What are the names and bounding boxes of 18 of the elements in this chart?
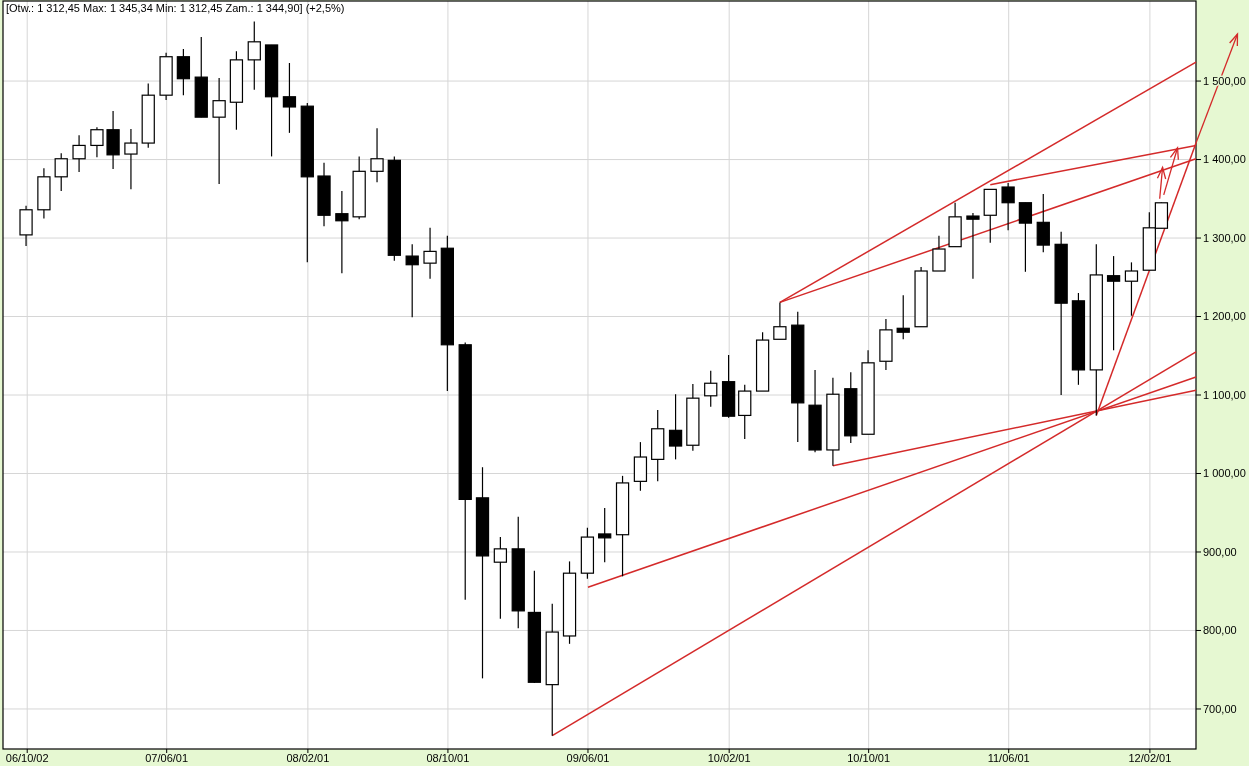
x-tick-label: 08/10/01 [426,752,470,764]
x-tick-label: 08/02/01 [286,752,330,764]
y-tick-label: 1 400,00 [1203,153,1246,166]
x-tick-label: 10/10/01 [847,752,891,764]
x-tick-label: 09/06/01 [566,752,610,764]
x-tick-label: 11/06/01 [987,752,1030,764]
y-tick-label: 700,00 [1203,702,1237,715]
y-tick-label: 1 300,00 [1203,231,1246,244]
x-tick-label: 07/06/01 [145,752,189,764]
x-tick-label: 10/02/01 [707,752,751,764]
chart-title: [Otw.: 1 312,45 Max: 1 345,34 Min: 1 312,45 Zam.: 1 344,90] (+2,5%) [6,2,345,14]
y-tick-label: 1 000,00 [1203,467,1246,480]
y-tick-label: 1 100,00 [1203,388,1246,401]
y-tick-label: 1 200,00 [1203,310,1246,323]
y-tick-label: 900,00 [1203,545,1237,558]
y-tick-label: 800,00 [1203,624,1237,637]
x-tick-label: 06/10/02 [5,752,49,764]
x-tick-label: 12/02/01 [1128,752,1172,764]
